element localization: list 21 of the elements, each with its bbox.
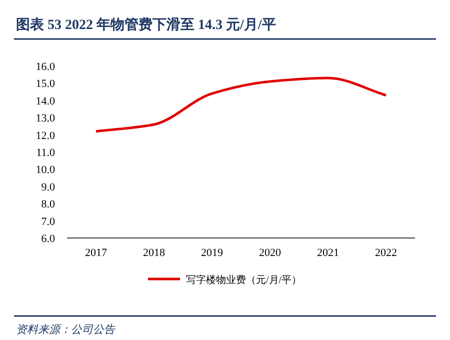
y-tick-label: 13.0 (36, 112, 56, 125)
y-tick-label: 10.0 (36, 164, 56, 176)
x-tick-label: 2021 (317, 247, 339, 259)
y-tick-label: 7.0 (41, 216, 56, 228)
y-tick-label: 14.0 (36, 95, 56, 108)
y-tick-label: 11.0 (36, 147, 56, 159)
y-tick-label: 15.0 (36, 78, 56, 90)
x-tick-label: 2020 (259, 247, 282, 259)
y-tick-label: 12.0 (36, 130, 56, 142)
x-tick-label: 2017 (85, 247, 108, 259)
legend-label: 写字楼物业费（元/月/平） (186, 274, 302, 286)
x-tick-label: 2019 (201, 247, 224, 259)
y-tick-label: 9.0 (41, 181, 56, 194)
y-tick-label: 16.0 (36, 61, 56, 73)
x-tick-label: 2018 (143, 247, 166, 259)
y-tick-label: 8.0 (41, 198, 56, 211)
y-tick-label: 6.0 (41, 233, 56, 245)
text: 资料来源：公司公告 (16, 323, 116, 336)
line-series (94, 76, 388, 133)
x-tick-label: 2022 (375, 247, 397, 259)
chart-title: 图表 53 2022 年物管费下滑至 14.3 元/月/平 (16, 17, 276, 33)
